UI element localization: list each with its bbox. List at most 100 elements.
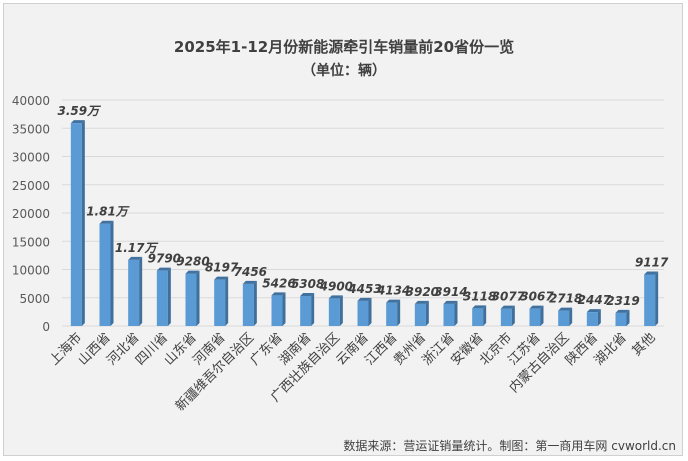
bar-top bbox=[156, 267, 171, 271]
y-tick-label: 10000 bbox=[12, 264, 50, 278]
bar bbox=[242, 283, 254, 326]
data-label: 4134 bbox=[376, 284, 410, 298]
bar bbox=[70, 123, 82, 326]
data-label: 3118 bbox=[463, 289, 496, 303]
y-tick-label: 30000 bbox=[12, 151, 50, 165]
data-label: 5308 bbox=[291, 277, 324, 291]
data-label: 8197 bbox=[205, 261, 239, 275]
bar-top bbox=[271, 292, 286, 296]
bar-top bbox=[443, 300, 458, 304]
bar bbox=[128, 259, 140, 326]
data-label: 9280 bbox=[176, 255, 209, 269]
data-label: 2447 bbox=[578, 293, 612, 307]
data-label: 9117 bbox=[635, 255, 669, 269]
bar-side bbox=[253, 280, 257, 326]
bar-side bbox=[311, 293, 315, 326]
bar-side bbox=[196, 270, 200, 326]
y-tick-label: 25000 bbox=[12, 179, 50, 193]
bar-top bbox=[300, 293, 315, 297]
bar bbox=[357, 300, 369, 326]
bar bbox=[558, 310, 570, 326]
bar bbox=[472, 308, 484, 326]
chart-subtitle: （单位：辆） bbox=[302, 62, 386, 79]
bar bbox=[185, 273, 197, 326]
bar-top bbox=[414, 300, 429, 304]
data-label: 4453 bbox=[347, 282, 381, 296]
x-category-label: 其他 bbox=[629, 330, 658, 359]
bar-side bbox=[597, 309, 601, 326]
data-label: 2718 bbox=[549, 292, 582, 306]
data-label: 7456 bbox=[234, 265, 267, 279]
data-label: 3.59万 bbox=[58, 104, 102, 118]
data-label: 3920 bbox=[406, 285, 439, 299]
bar-top bbox=[185, 270, 200, 274]
bar-top bbox=[529, 305, 544, 309]
bar-top bbox=[586, 309, 601, 313]
bar bbox=[156, 270, 168, 326]
bar-side bbox=[511, 305, 515, 326]
bar-side bbox=[483, 305, 487, 326]
y-tick-label: 20000 bbox=[12, 207, 50, 221]
bar-top bbox=[472, 305, 487, 309]
bar bbox=[300, 296, 312, 326]
data-label: 1.17万 bbox=[115, 241, 159, 255]
bar bbox=[586, 312, 598, 326]
data-label: 5426 bbox=[262, 276, 295, 290]
chart-title: 2025年1-12月份新能源牵引车销量前20省份一览 bbox=[174, 38, 514, 56]
data-label: 3914 bbox=[434, 285, 467, 299]
bar-top bbox=[328, 295, 343, 299]
bar-side bbox=[81, 120, 85, 326]
y-tick-label: 15000 bbox=[12, 235, 50, 249]
y-tick-label: 35000 bbox=[12, 122, 50, 136]
bar-side bbox=[368, 297, 372, 326]
bar-top bbox=[99, 220, 114, 224]
bar-side bbox=[339, 295, 343, 326]
bar-side bbox=[225, 276, 229, 326]
bar-top bbox=[214, 276, 229, 280]
bar bbox=[615, 312, 627, 326]
bar-side bbox=[397, 299, 401, 326]
data-label: 4900 bbox=[319, 279, 353, 293]
bar bbox=[443, 303, 455, 326]
bar-side bbox=[282, 292, 286, 326]
bar-side bbox=[110, 220, 114, 326]
bar bbox=[644, 274, 656, 326]
bar-top bbox=[644, 271, 659, 275]
bar-top bbox=[500, 305, 515, 309]
data-label: 3067 bbox=[520, 290, 554, 304]
x-category-label: 湖北省 bbox=[592, 330, 630, 368]
bar bbox=[214, 279, 226, 326]
bar-side bbox=[425, 300, 429, 326]
bar bbox=[328, 298, 340, 326]
bar bbox=[500, 308, 512, 326]
bar-side bbox=[655, 271, 659, 326]
bar-top bbox=[70, 120, 85, 124]
bar bbox=[386, 302, 398, 326]
data-label: 2319 bbox=[606, 294, 639, 308]
bar-top bbox=[242, 280, 257, 284]
bar bbox=[414, 303, 426, 326]
bar-side bbox=[167, 267, 171, 326]
bar bbox=[99, 223, 111, 326]
bar-side bbox=[540, 305, 544, 326]
data-label: 9790 bbox=[148, 252, 181, 266]
bar-side bbox=[454, 300, 458, 326]
chart-frame bbox=[3, 3, 683, 456]
data-label: 3077 bbox=[492, 290, 526, 304]
bar-side bbox=[139, 256, 143, 326]
bar-top bbox=[357, 297, 372, 301]
y-tick-label: 0 bbox=[42, 320, 50, 334]
bar bbox=[271, 295, 283, 326]
source-footer: 数据来源：营运证销量统计。制图：第一商用车网 cvworld.cn bbox=[343, 438, 676, 453]
bar-side bbox=[626, 309, 630, 326]
data-label: 1.81万 bbox=[86, 205, 130, 219]
bar bbox=[529, 308, 541, 326]
bar-side bbox=[569, 307, 573, 326]
bar-top bbox=[615, 309, 630, 313]
y-tick-label: 40000 bbox=[12, 94, 50, 108]
y-tick-label: 5000 bbox=[19, 292, 50, 306]
bar-top bbox=[386, 299, 401, 303]
bar-top bbox=[558, 307, 573, 311]
bar-top bbox=[128, 256, 143, 260]
